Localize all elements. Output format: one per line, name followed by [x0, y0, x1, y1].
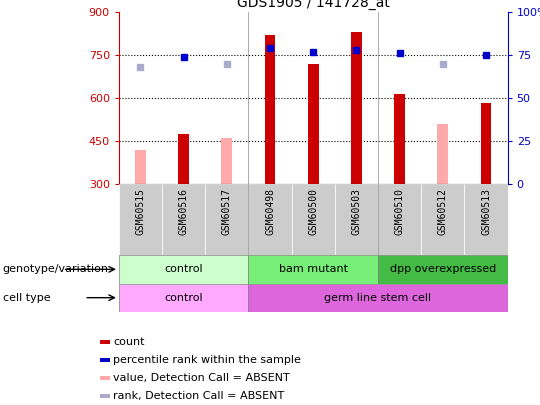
Text: GSM60498: GSM60498: [265, 188, 275, 235]
Text: dpp overexpressed: dpp overexpressed: [390, 264, 496, 274]
Text: GSM60500: GSM60500: [308, 188, 318, 235]
Text: value, Detection Call = ABSENT: value, Detection Call = ABSENT: [113, 373, 290, 383]
Text: control: control: [164, 264, 203, 274]
Bar: [100, 340, 110, 343]
Bar: [100, 376, 110, 379]
Bar: [481, 102, 491, 184]
Bar: [221, 139, 232, 184]
Bar: [119, 184, 162, 255]
Bar: [378, 184, 421, 255]
Bar: [437, 124, 448, 184]
Text: bam mutant: bam mutant: [279, 264, 348, 274]
Text: germ line stem cell: germ line stem cell: [325, 293, 431, 303]
Bar: [100, 358, 110, 362]
Text: count: count: [113, 337, 145, 347]
Bar: [100, 394, 110, 398]
Bar: [464, 184, 508, 255]
Bar: [292, 184, 335, 255]
Text: percentile rank within the sample: percentile rank within the sample: [113, 355, 301, 365]
Bar: [335, 184, 378, 255]
Text: GSM60516: GSM60516: [179, 188, 188, 235]
Text: GSM60510: GSM60510: [395, 188, 404, 235]
Bar: [248, 284, 508, 312]
Bar: [394, 94, 405, 184]
Bar: [119, 284, 248, 312]
Bar: [162, 184, 205, 255]
Bar: [248, 255, 378, 284]
Text: cell type: cell type: [3, 293, 50, 303]
Bar: [265, 35, 275, 184]
Text: genotype/variation: genotype/variation: [3, 264, 109, 274]
Text: GSM60512: GSM60512: [438, 188, 448, 235]
Title: GDS1905 / 141728_at: GDS1905 / 141728_at: [237, 0, 390, 10]
Text: GSM60517: GSM60517: [222, 188, 232, 235]
Bar: [119, 255, 248, 284]
Bar: [135, 150, 146, 184]
Text: GSM60513: GSM60513: [481, 188, 491, 235]
Bar: [378, 255, 508, 284]
Bar: [178, 134, 189, 184]
Bar: [308, 64, 319, 184]
Text: GSM60515: GSM60515: [136, 188, 145, 235]
Bar: [351, 32, 362, 184]
Bar: [205, 184, 248, 255]
Bar: [421, 184, 464, 255]
Bar: [248, 184, 292, 255]
Text: rank, Detection Call = ABSENT: rank, Detection Call = ABSENT: [113, 391, 285, 401]
Text: GSM60503: GSM60503: [352, 188, 361, 235]
Text: control: control: [164, 293, 203, 303]
